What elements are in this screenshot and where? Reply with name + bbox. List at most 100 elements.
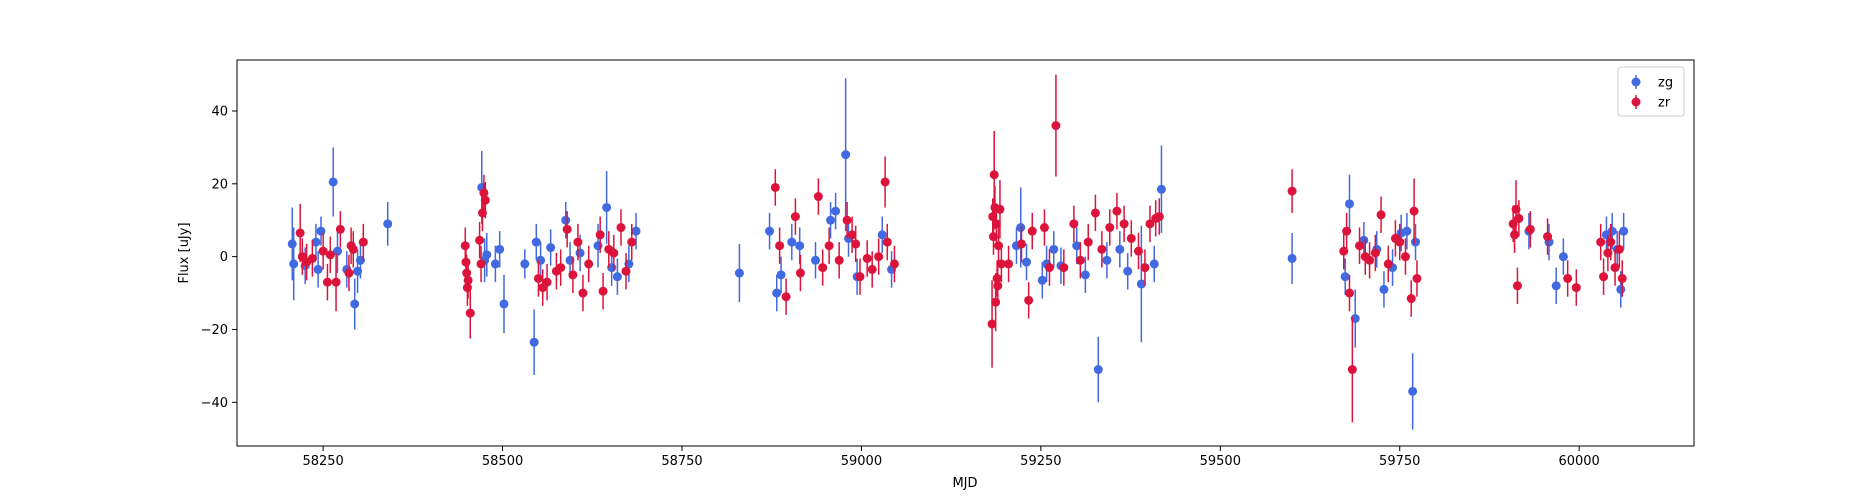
series-layer — [287, 74, 1629, 430]
data-point-zg — [1287, 253, 1297, 263]
data-point-zr — [855, 272, 865, 282]
data-point-zr — [1097, 244, 1107, 254]
data-point-zr — [1027, 226, 1037, 236]
data-point-zr — [348, 244, 358, 254]
data-point-zr — [568, 270, 578, 280]
data-point-zr — [595, 230, 605, 240]
data-point-zg — [1102, 255, 1112, 265]
x-tick-label: 58250 — [302, 454, 343, 469]
y-axis: −40 −20 0 20 40 — [201, 104, 237, 411]
data-point-zg — [316, 226, 326, 236]
data-point-zr — [818, 263, 828, 273]
data-point-zr — [1395, 237, 1405, 247]
data-point-zr — [991, 297, 1001, 307]
x-tick-label: 59250 — [1020, 454, 1061, 469]
data-point-zr — [1406, 294, 1416, 304]
data-point-zg — [495, 244, 505, 254]
data-point-zr — [989, 170, 999, 180]
data-point-zg — [1616, 284, 1626, 294]
data-point-zr — [1525, 224, 1535, 234]
data-point-zg — [383, 219, 393, 229]
data-point-zr — [1400, 252, 1410, 262]
data-point-zr — [476, 259, 486, 269]
data-point-zr — [1409, 206, 1419, 216]
data-point-zg — [841, 150, 851, 160]
data-point-zr — [790, 212, 800, 222]
data-point-zg — [1558, 252, 1568, 262]
data-point-zr — [584, 259, 594, 269]
data-point-zr — [621, 266, 631, 276]
data-point-zr — [465, 308, 475, 318]
data-point-zg — [1344, 199, 1354, 209]
data-point-zr — [847, 230, 857, 240]
data-point-zg — [776, 270, 786, 280]
data-point-zr — [1051, 121, 1061, 131]
data-point-zr — [1024, 295, 1034, 305]
y-tick-label: −20 — [201, 323, 228, 338]
data-point-zg — [1080, 270, 1090, 280]
data-point-zr — [993, 281, 1003, 291]
data-point-zg — [1072, 241, 1082, 251]
data-point-zr — [1563, 273, 1573, 283]
x-axis: 58250 58500 58750 59000 59250 59500 59750 60000 — [302, 446, 1600, 469]
data-point-zr — [862, 253, 872, 263]
data-point-zg — [734, 268, 744, 278]
data-point-zg — [1037, 275, 1047, 285]
legend-label-zg: zg — [1658, 76, 1673, 91]
data-point-zr — [1342, 226, 1352, 236]
data-point-zg — [1379, 284, 1389, 294]
data-point-zr — [987, 319, 997, 329]
data-point-zr — [842, 215, 852, 225]
data-point-zg — [332, 246, 342, 256]
data-point-zr — [851, 239, 861, 249]
data-point-zr — [1039, 223, 1049, 233]
data-point-zg — [1340, 272, 1350, 282]
data-point-zr — [1090, 208, 1100, 218]
data-point-zr — [1145, 219, 1155, 229]
data-point-zg — [593, 241, 603, 251]
data-point-zr — [1154, 212, 1164, 222]
data-point-zr — [1075, 255, 1085, 265]
data-point-zg — [1149, 259, 1159, 269]
data-point-zg — [328, 177, 338, 187]
data-point-zg — [311, 237, 321, 247]
data-point-zg — [1402, 226, 1412, 236]
data-point-zr — [1112, 206, 1122, 216]
legend-box — [1617, 66, 1685, 117]
data-point-zg — [602, 202, 612, 212]
data-point-zr — [880, 177, 890, 187]
data-point-zr — [578, 288, 588, 298]
data-point-zr — [1571, 283, 1581, 293]
data-point-zr — [1287, 186, 1297, 196]
data-point-zr — [995, 204, 1005, 214]
data-point-zr — [295, 228, 305, 238]
data-point-zr — [556, 263, 566, 273]
data-point-zr — [1606, 237, 1616, 247]
data-point-zr — [1599, 272, 1609, 282]
data-point-zr — [1610, 263, 1620, 273]
data-point-zr — [1355, 241, 1365, 251]
data-point-zr — [475, 235, 485, 245]
data-point-zr — [1412, 273, 1422, 283]
data-point-zr — [1370, 248, 1380, 258]
data-point-zg — [612, 272, 622, 282]
data-point-zg — [831, 206, 841, 216]
y-axis-label: Flux [uJy] — [177, 222, 192, 283]
data-point-zr — [598, 286, 608, 296]
data-point-zr — [1365, 255, 1375, 265]
data-point-zg — [499, 299, 509, 309]
legend: zg zr — [1617, 66, 1685, 117]
legend-marker-zg — [1631, 77, 1641, 87]
plot-frame — [236, 59, 1695, 447]
data-point-zg — [1136, 279, 1146, 289]
data-point-zr — [795, 268, 805, 278]
data-point-zr — [1059, 263, 1069, 273]
data-point-zr — [480, 195, 490, 205]
data-point-zr — [1004, 259, 1014, 269]
data-point-zr — [1512, 281, 1522, 291]
x-tick-label: 59750 — [1379, 454, 1420, 469]
data-point-zg — [1411, 237, 1421, 247]
data-point-zg — [313, 264, 323, 274]
data-point-zg — [787, 237, 797, 247]
